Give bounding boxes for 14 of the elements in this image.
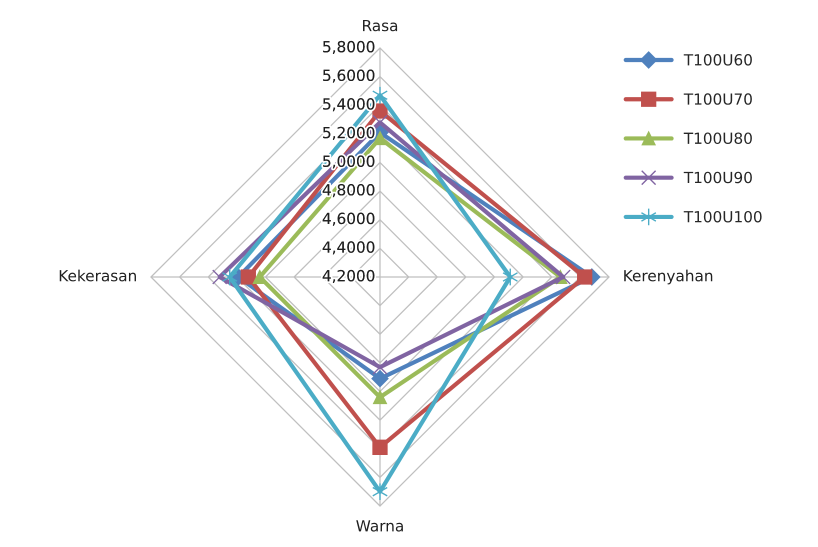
spoke-label: Kekerasan: [60, 270, 136, 282]
legend-label: T100U90: [684, 172, 752, 184]
y-tick-label: 4,2000: [322, 270, 374, 283]
legend-label: T100U100: [684, 210, 762, 222]
y-tick-label: 4,6000: [322, 212, 374, 226]
y-tick-label: 5,6000: [323, 70, 374, 83]
legend-label: T100U60: [684, 54, 752, 66]
spoke-label: Warna: [356, 520, 403, 532]
legend-label: T100U70: [684, 93, 752, 105]
y-tick-label: 5,8000: [323, 40, 374, 54]
legend-label: T100U80: [684, 132, 752, 144]
spoke-label: Rasa: [363, 20, 398, 32]
spoke-label: Kerenyahan: [624, 270, 712, 284]
y-tick-label: 4,4000: [322, 241, 374, 254]
